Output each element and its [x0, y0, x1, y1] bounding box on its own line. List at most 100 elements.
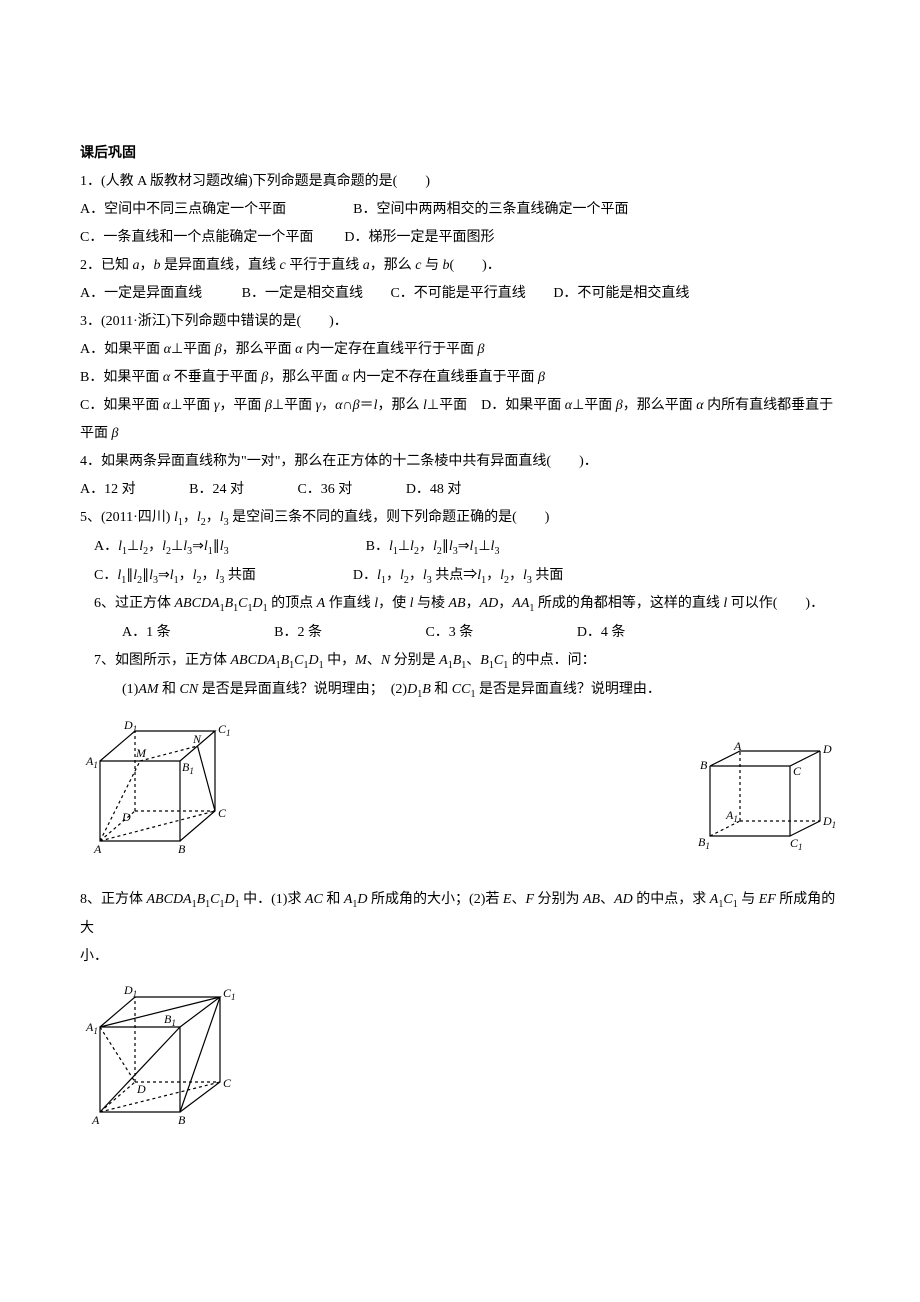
- t: ，那么平面: [222, 342, 296, 357]
- q6-stem: 6、过正方体 ABCDA1B1C1D1 的顶点 A 作直线 l，使 l 与棱 A…: [80, 590, 840, 619]
- lbl-A: A: [733, 741, 742, 753]
- lbl-C: C: [223, 1076, 232, 1090]
- lbl-B1: B1: [164, 1012, 176, 1028]
- lbl-A1: A1: [85, 754, 98, 770]
- q3-stem: 3．(2011·浙江)下列命题中错误的是( )．: [80, 308, 840, 336]
- q6-optB: B．2 条: [274, 619, 322, 647]
- q4-optD: D．48 对: [406, 476, 462, 504]
- t: ⊥平面: [272, 398, 316, 413]
- t: C: [294, 653, 303, 668]
- t: B: [422, 682, 431, 697]
- q6-optD: D．4 条: [577, 619, 626, 647]
- t: (1): [122, 682, 138, 697]
- t: 7、如图所示，正方体: [94, 653, 231, 668]
- q5-row1: A．l1⊥l2，l2⊥l3⇒l1∥l3 B．l1⊥l2，l2∥l3⇒l1⊥l3: [80, 533, 840, 562]
- t: B: [225, 596, 234, 611]
- t: ⊥: [127, 539, 139, 554]
- t: ⊥平面 D．如果平面: [427, 398, 565, 413]
- t: ABCDA: [175, 596, 220, 611]
- q2-a: a: [133, 258, 140, 273]
- b: β: [616, 398, 623, 413]
- t: AC: [305, 892, 323, 907]
- q2-t: 与: [421, 258, 442, 273]
- t: 的顶点: [268, 596, 317, 611]
- t: 所成角的大小；(2)若: [368, 892, 503, 907]
- q7-figures: A B C D A1 B1 C1 D1 M N: [80, 711, 840, 856]
- t: ，那么平面: [268, 370, 342, 385]
- q2-optB: B．一定是相交直线: [242, 280, 363, 308]
- t: 和: [323, 892, 344, 907]
- q2-t: ( )．: [449, 258, 500, 273]
- q2-t: ，: [140, 258, 154, 273]
- alpha: α: [164, 342, 171, 357]
- t: ⊥: [171, 539, 183, 554]
- q1-optA: A．空间中不同三点确定一个平面: [80, 202, 286, 217]
- q5-stem: 5、(2011·四川) l1，l2，l3 是空间三条不同的直线，则下列命题正确的…: [80, 504, 840, 533]
- t: ，: [148, 539, 162, 554]
- t: ，: [183, 510, 197, 525]
- alpha: α: [295, 342, 302, 357]
- t: ABCDA: [231, 653, 276, 668]
- t: D: [225, 892, 235, 907]
- t: AM: [138, 682, 158, 697]
- q1-optC: C．一条直线和一个点能确定一个平面: [80, 230, 313, 245]
- t: ，: [419, 539, 433, 554]
- q1-stem: 1．(人教 A 版教材习题改编)下列命题是真命题的是( ): [80, 168, 840, 196]
- a: α: [565, 398, 572, 413]
- t: AD: [480, 596, 499, 611]
- t: M: [355, 653, 367, 668]
- lbl-D1: D1: [123, 718, 137, 734]
- t: ＝: [360, 398, 374, 413]
- t: 内所有直线都垂直于: [704, 398, 834, 413]
- t: AA: [512, 596, 529, 611]
- t: ∥: [442, 539, 449, 554]
- section-header: 课后巩固: [80, 140, 840, 168]
- lbl-B: B: [178, 842, 186, 856]
- q3-optA: A．如果平面 α⊥平面 β，那么平面 α 内一定存在直线平行于平面 β: [80, 336, 840, 364]
- t: 、: [511, 892, 525, 907]
- t: B: [197, 892, 206, 907]
- t: 内一定存在直线平行于平面: [303, 342, 478, 357]
- t: A: [439, 653, 448, 668]
- q1-optD: D．梯形一定是平面图形: [344, 230, 494, 245]
- t: C: [238, 596, 247, 611]
- t: ⊥: [478, 539, 490, 554]
- t: A．如果平面: [80, 342, 164, 357]
- t: 8、正方体: [80, 892, 147, 907]
- t: 作直线: [325, 596, 374, 611]
- lbl-A1: A1: [85, 1020, 98, 1036]
- lbl-D: D: [822, 742, 832, 756]
- t: 的中点．问：: [508, 653, 596, 668]
- t: B: [281, 653, 290, 668]
- lbl-B1: B1: [182, 760, 194, 776]
- q2-t: 是异面直线，直线: [161, 258, 280, 273]
- beta: β: [478, 342, 485, 357]
- lbl-D: D: [121, 810, 131, 824]
- lbl-B1: B1: [698, 835, 710, 851]
- t: 与: [738, 892, 759, 907]
- t: A: [317, 596, 326, 611]
- t: 分别是: [390, 653, 439, 668]
- q5-optB: B．l1⊥l2，l2∥l3⇒l1⊥l3: [366, 539, 500, 554]
- alpha: α: [342, 370, 349, 385]
- t: ∥: [213, 539, 220, 554]
- q8-stem: 8、正方体 ABCDA1B1C1D1 中．(1)求 AC 和 A1D 所成角的大…: [80, 886, 840, 943]
- lbl-A: A: [93, 842, 102, 856]
- q2-opts: A．一定是异面直线 B．一定是相交直线 C．不可能是平行直线 D．不可能是相交直…: [80, 280, 840, 308]
- q2-t: ，那么: [370, 258, 416, 273]
- t: 中，: [324, 653, 356, 668]
- q6-optA: A．1 条: [122, 619, 171, 647]
- a: α: [335, 398, 342, 413]
- q1-optB: B．空间中两两相交的三条直线确定一个平面: [353, 202, 628, 217]
- beta: β: [215, 342, 222, 357]
- q6-optC: C．3 条: [425, 619, 473, 647]
- t: ⊥平面: [170, 398, 214, 413]
- t: ⊥: [398, 539, 410, 554]
- q4-optB: B．24 对: [189, 476, 244, 504]
- t: B: [480, 653, 489, 668]
- q7-stem: 7、如图所示，正方体 ABCDA1B1C1D1 中，M、N 分别是 A1B1、B…: [80, 647, 840, 676]
- t: 可以作( )．: [727, 596, 824, 611]
- q4-optC: C．36 对: [297, 476, 352, 504]
- t: D: [407, 682, 417, 697]
- lbl-A1: A1: [725, 808, 738, 824]
